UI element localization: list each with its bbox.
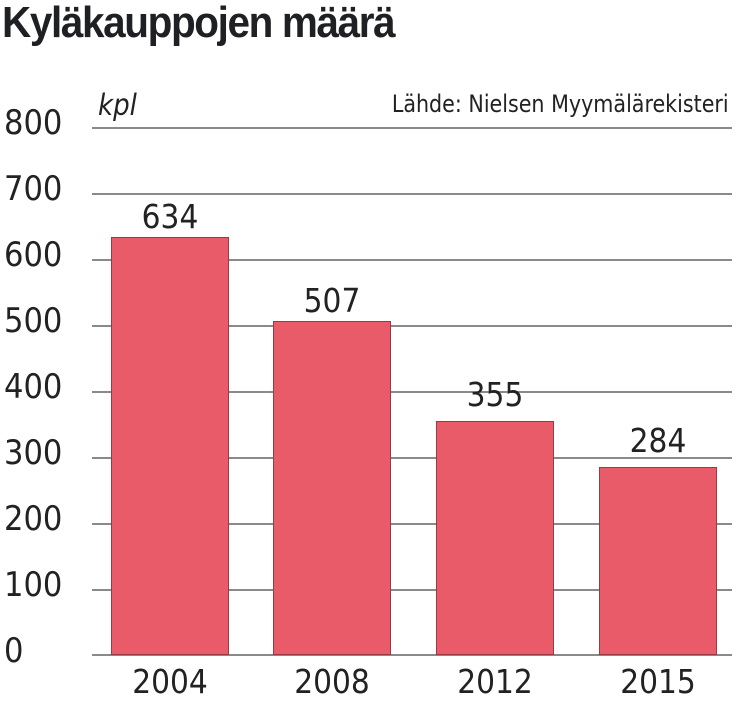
bar-2008 [273, 321, 391, 655]
y-tick-label: 500 [4, 301, 63, 341]
gridline-300 [92, 457, 732, 459]
source-note: Lähde: Nielsen Myymälärekisteri [392, 90, 729, 118]
y-tick-label: 600 [4, 235, 63, 275]
y-tick-label: 300 [4, 433, 63, 473]
y-tick-label: 200 [4, 499, 63, 539]
gridline-500 [92, 325, 732, 327]
gridline-700 [92, 193, 732, 195]
gridline-800 [92, 127, 732, 129]
x-tick-label-2015: 2015 [620, 662, 696, 701]
bar-2012 [436, 421, 554, 655]
chart-title: Kyläkauppojen määrä [2, 0, 396, 47]
bar-2004 [111, 237, 229, 655]
y-tick-label: 400 [4, 367, 63, 407]
y-tick-label: 100 [4, 565, 63, 605]
bar-value-label-2012: 355 [466, 375, 524, 414]
x-tick-label-2004: 2004 [132, 662, 208, 701]
x-tick-label-2008: 2008 [294, 662, 370, 701]
gridline-600 [92, 259, 732, 261]
x-tick-label-2012: 2012 [457, 662, 533, 701]
gridline-100 [92, 589, 732, 591]
bar-value-label-2008: 507 [303, 281, 361, 320]
bar-2015 [599, 467, 717, 655]
y-axis-unit-label: kpl [98, 88, 137, 122]
bar-value-label-2015: 284 [629, 421, 687, 460]
gridline-400 [92, 391, 732, 393]
gridline-200 [92, 523, 732, 525]
y-tick-label: 0 [4, 631, 24, 671]
baseline-0 [92, 654, 732, 656]
y-tick-label: 700 [4, 169, 63, 209]
bar-value-label-2004: 634 [141, 197, 199, 236]
y-tick-label: 800 [4, 103, 63, 143]
